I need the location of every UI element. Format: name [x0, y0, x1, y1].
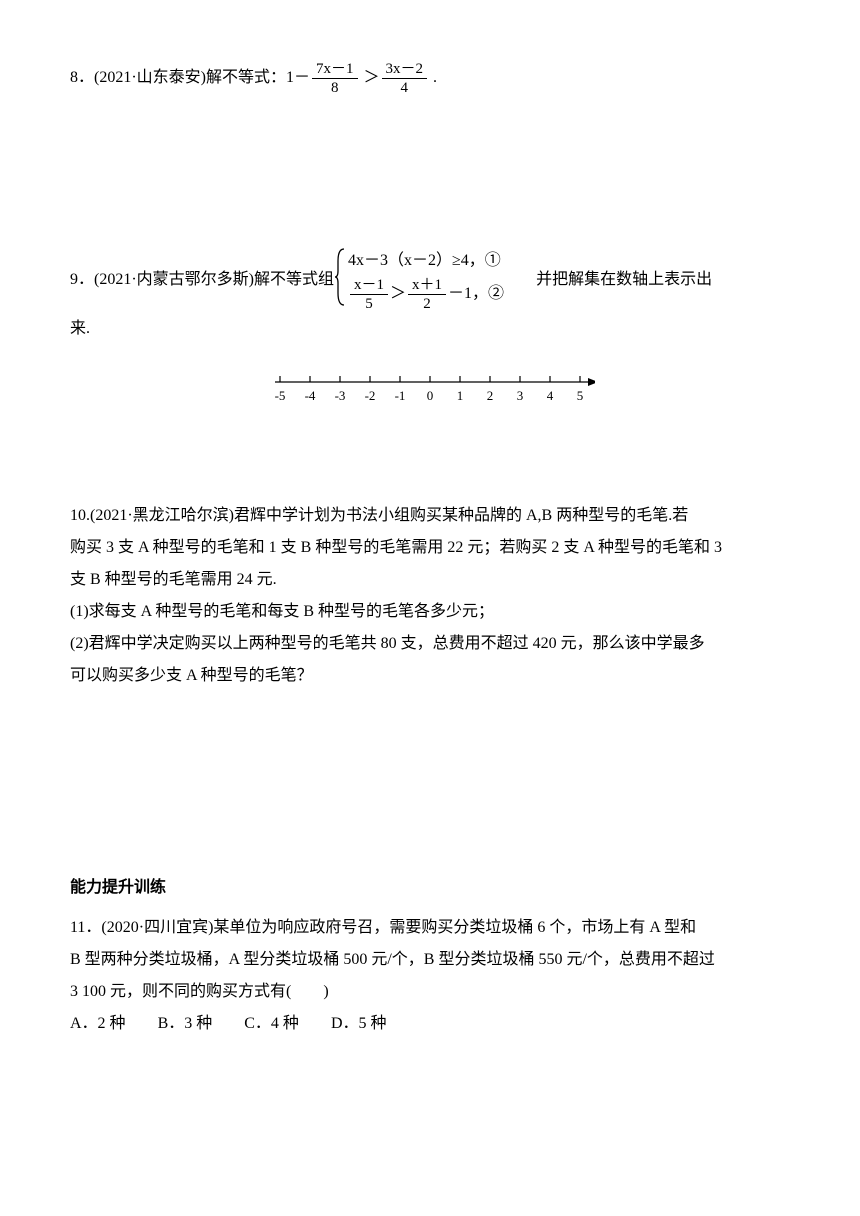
frac-num: 3x－2 [382, 60, 428, 78]
q11-l2: B 型两种分类垃圾桶，A 型分类垃圾桶 500 元/个，B 型分类垃圾桶 550… [70, 944, 790, 976]
frac-num: 7x－1 [312, 60, 358, 78]
svg-text:3: 3 [517, 388, 524, 403]
svg-text:0: 0 [427, 388, 434, 403]
question-9: 9．(2021·内蒙古鄂尔多斯)解不等式组 4x－3（x－2）≥4，① x－15… [70, 247, 790, 410]
q9-suffix2: 来. [70, 313, 790, 345]
q10-l4: (1)求每支 A 种型号的毛笔和每支 B 种型号的毛笔各多少元； [70, 596, 790, 628]
q9-prefix: 9．(2021·内蒙古鄂尔多斯)解不等式组 [70, 264, 334, 296]
q8-text-prefix: 8．(2021·山东泰安)解不等式：1－ [70, 69, 310, 86]
fraction-4: x＋12 [408, 276, 446, 313]
svg-text:1: 1 [457, 388, 464, 403]
question-8: 8．(2021·山东泰安)解不等式：1－7x－18 ＞3x－24 . [70, 60, 790, 97]
option-d: D．5 种 [331, 1015, 387, 1032]
q10-l2: 购买 3 支 A 种型号的毛笔和 1 支 B 种型号的毛笔需用 22 元；若购买… [70, 532, 790, 564]
system-line-2: x－15＞x＋12－1，② [348, 276, 504, 313]
q8-mid: ＞ [360, 69, 380, 86]
brace-system: 4x－3（x－2）≥4，① x－15＞x＋12－1，② [334, 247, 504, 313]
svg-text:5: 5 [577, 388, 584, 403]
number-line-icon: -5 -4 -3 -2 -1 0 1 2 3 4 5 [265, 370, 595, 410]
fraction-2: 3x－24 [382, 60, 428, 97]
q8-suffix: . [429, 69, 437, 86]
svg-text:2: 2 [487, 388, 494, 403]
q11-l1: 11．(2020·四川宜宾)某单位为响应政府号召，需要购买分类垃圾桶 6 个，市… [70, 912, 790, 944]
option-a: A．2 种 [70, 1015, 126, 1032]
frac-den: 8 [312, 78, 358, 97]
svg-text:-4: -4 [305, 388, 316, 403]
svg-text:-3: -3 [335, 388, 346, 403]
svg-text:-1: -1 [395, 388, 406, 403]
q10-l3: 支 B 种型号的毛笔需用 24 元. [70, 564, 790, 596]
q10-l6: 可以购买多少支 A 种型号的毛笔？ [70, 660, 790, 692]
system-line-1: 4x－3（x－2）≥4，① [348, 247, 504, 276]
svg-text:4: 4 [547, 388, 554, 403]
svg-text:-5: -5 [275, 388, 286, 403]
left-brace-icon [334, 247, 348, 313]
option-c: C．4 种 [244, 1015, 299, 1032]
q11-l3: 3 100 元，则不同的购买方式有( ) [70, 976, 790, 1008]
q9-suffix1: 并把解集在数轴上表示出 [504, 264, 712, 296]
section-title: 能力提升训练 [70, 872, 790, 904]
fraction-1: 7x－18 [312, 60, 358, 97]
q10-l5: (2)君辉中学决定购买以上两种型号的毛笔共 80 支，总费用不超过 420 元，… [70, 628, 790, 660]
frac-den: 4 [382, 78, 428, 97]
question-10: 10.(2021·黑龙江哈尔滨)君辉中学计划为书法小组购买某种品牌的 A,B 两… [70, 500, 790, 692]
q11-options: A．2 种 B．3 种 C．4 种 D．5 种 [70, 1008, 790, 1040]
option-b: B．3 种 [158, 1015, 213, 1032]
question-11: 11．(2020·四川宜宾)某单位为响应政府号召，需要购买分类垃圾桶 6 个，市… [70, 912, 790, 1040]
svg-text:-2: -2 [365, 388, 376, 403]
fraction-3: x－15 [350, 276, 388, 313]
q10-l1: 10.(2021·黑龙江哈尔滨)君辉中学计划为书法小组购买某种品牌的 A,B 两… [70, 500, 790, 532]
